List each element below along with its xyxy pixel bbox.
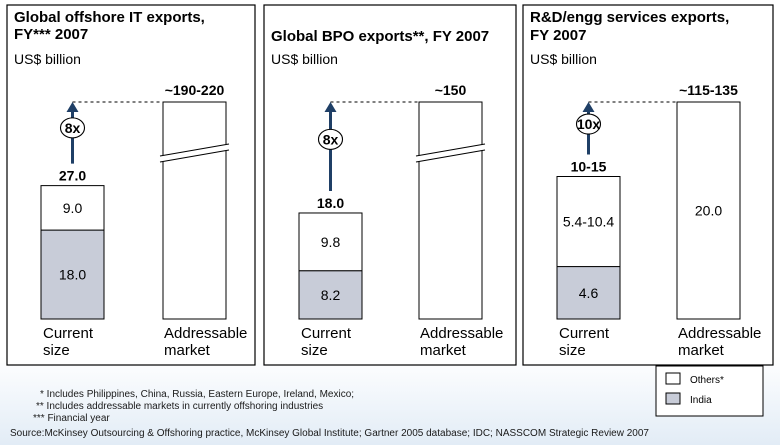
multiplier-label: 10x xyxy=(577,116,601,132)
multiplier-label: 8x xyxy=(323,131,339,147)
total-label-current: 10-15 xyxy=(571,159,607,175)
legend-label-others: Others* xyxy=(690,375,724,386)
x-tick-label: Addressable xyxy=(678,325,761,342)
x-tick-label: Current xyxy=(43,325,94,342)
axis-break-line xyxy=(159,149,230,163)
bar-segment-india xyxy=(298,270,363,320)
chart-panel-1: Global offshore IT exports,FY*** 2007 US$… xyxy=(6,4,256,366)
x-tick-label: Addressable xyxy=(420,325,503,342)
bar-addressable-market xyxy=(418,101,483,320)
legend-label-india: India xyxy=(690,395,712,406)
axis-break-line xyxy=(415,149,486,163)
x-tick-label: market xyxy=(420,342,467,359)
bar-segment-india xyxy=(40,229,105,320)
x-tick-label: Addressable xyxy=(164,325,247,342)
data-label-others: 9.8 xyxy=(321,234,341,250)
unit-label: US$ billion xyxy=(530,51,597,67)
total-label-current: 18.0 xyxy=(317,195,344,211)
bar-addressable-market xyxy=(162,101,227,320)
chart-panel-2: Global BPO exports**, FY 2007 US$ billion… xyxy=(263,4,517,366)
chart-title: Global offshore IT exports, xyxy=(14,9,205,26)
x-tick-label: size xyxy=(43,342,70,359)
growth-arrow-head xyxy=(324,102,337,112)
data-label-others: 9.0 xyxy=(63,200,83,216)
x-tick-label: size xyxy=(301,342,328,359)
footnote-1: * Includes Philippines, China, Russia, E… xyxy=(40,389,354,400)
multiplier-badge xyxy=(317,128,344,150)
multiplier-badge xyxy=(575,113,602,135)
chart-panel-3: R&D/engg services exports,FY 2007 US$ bil… xyxy=(522,4,774,366)
total-label-addressable: ~150 xyxy=(435,82,467,98)
footnotes: * Includes Philippines, China, Russia, E… xyxy=(10,389,649,439)
total-label-current: 27.0 xyxy=(59,168,86,184)
x-tick-label: Current xyxy=(559,325,610,342)
bar-segment-others xyxy=(298,212,363,272)
chart-title: FY 2007 xyxy=(530,27,586,44)
bar-addressable-market xyxy=(676,101,741,320)
legend-swatch-others xyxy=(665,372,681,385)
x-tick-label: market xyxy=(678,342,725,359)
axis-break-gap xyxy=(416,144,485,162)
axis-break-gap xyxy=(160,144,229,162)
footnote-3: *** Financial year xyxy=(33,413,110,424)
unit-label: US$ billion xyxy=(14,51,81,67)
growth-arrow-head xyxy=(66,102,79,112)
legend: Others* India xyxy=(655,365,764,417)
multiplier-label: 8x xyxy=(65,120,81,136)
bar-segment-others xyxy=(556,176,621,268)
chart-title: Global BPO exports**, FY 2007 xyxy=(271,28,489,45)
bar-segment-others xyxy=(40,185,105,231)
data-label-india: 4.6 xyxy=(579,285,599,301)
x-tick-label: market xyxy=(164,342,211,359)
data-label-addressable: 20.0 xyxy=(695,203,722,219)
legend-swatch-india xyxy=(665,392,681,405)
total-label-addressable: ~190-220 xyxy=(165,82,225,98)
footnote-2: ** Includes addressable markets in curre… xyxy=(36,401,323,412)
total-label-addressable: ~115-135 xyxy=(679,82,738,98)
axis-break-line xyxy=(159,143,230,157)
multiplier-badge xyxy=(59,117,86,139)
bar-segment-india xyxy=(556,266,621,320)
x-tick-label: size xyxy=(559,342,586,359)
growth-arrow-head xyxy=(582,102,595,112)
source-note: Source:McKinsey Outsourcing & Offshoring… xyxy=(10,428,649,439)
data-label-others: 5.4-10.4 xyxy=(563,214,615,230)
x-tick-label: Current xyxy=(301,325,352,342)
unit-label: US$ billion xyxy=(271,51,338,67)
chart-title: FY*** 2007 xyxy=(14,26,88,43)
axis-break-line xyxy=(415,143,486,157)
chart-title: R&D/engg services exports, xyxy=(530,9,729,26)
data-label-india: 8.2 xyxy=(321,287,341,303)
data-label-india: 18.0 xyxy=(59,267,86,283)
